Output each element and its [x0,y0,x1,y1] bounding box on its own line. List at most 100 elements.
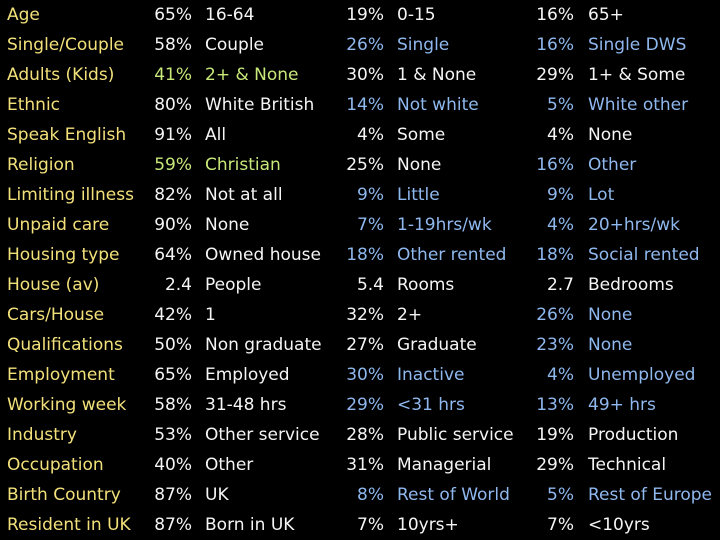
row-label: Speak English [7,125,127,145]
percent-value: 27% [346,335,384,355]
category-label: Technical [588,455,667,475]
table-row: Birth Country 87% UK 8% Rest of World 5% Rest … [0,480,720,510]
percent-value: 7% [547,515,574,535]
row-label: Religion [7,155,75,175]
category-label: 20+hrs/wk [588,215,680,235]
percent-value: 23% [536,335,574,355]
category-label: Social rented [588,245,700,265]
row-label: Housing type [7,245,120,265]
percent-value: 5.4 [356,275,384,295]
row-label: Single/Couple [7,35,125,55]
category-label: 1 & None [397,65,477,85]
percent-value: 5% [547,485,574,505]
table-row: Adults (Kids) 41% 2+ & None 30% 1 & None 29% 1… [0,60,720,90]
percent-value: 2.4 [164,275,192,295]
category-label: Not white [397,95,479,115]
percent-value: 26% [346,35,384,55]
percent-value: 9% [357,185,384,205]
row-label: Unpaid care [7,215,110,235]
category-label: Non graduate [205,335,322,355]
percent-value: 13% [536,395,574,415]
percent-value: 32% [346,305,384,325]
row-label: Cars/House [7,305,105,325]
category-label: Little [397,185,440,205]
category-label: 49+ hrs [588,395,656,415]
percent-value: 4% [357,125,384,145]
row-label: Working week [7,395,127,415]
category-label: 2+ & None [205,65,299,85]
category-label: Other [588,155,637,175]
percent-value: 16% [536,155,574,175]
percent-value: 25% [346,155,384,175]
percent-value: 16% [536,5,574,25]
percent-value: 91% [154,125,192,145]
category-label: Other rented [397,245,507,265]
category-label: Lot [588,185,615,205]
percent-value: 40% [154,455,192,475]
table-row: Ethnic 80% White British 14% Not white 5% Whit… [0,90,720,120]
category-label: 1-19hrs/wk [397,215,492,235]
percent-value: 80% [154,95,192,115]
category-label: White British [205,95,315,115]
category-label: 31-48 hrs [205,395,287,415]
percent-value: 29% [346,395,384,415]
category-label: 0-15 [397,5,436,25]
row-label: House (av) [7,275,100,295]
table-row: Age 65% 16-64 19% 0-15 16% 65+ [0,0,720,30]
percent-value: 26% [536,305,574,325]
percent-value: 30% [346,365,384,385]
percent-value: 30% [346,65,384,85]
percent-value: 9% [547,185,574,205]
percent-value: 29% [536,455,574,475]
percent-value: 7% [357,515,384,535]
category-label: <10yrs [588,515,650,535]
category-label: Other service [205,425,320,445]
category-label: None [588,305,633,325]
table-row: Employment 65% Employed 30% Inactive 4% Unempl… [0,360,720,390]
table-row: Qualifications 50% Non graduate 27% Graduate… [0,330,720,360]
category-label: All [205,125,227,145]
table-row: House (av) 2.4 People 5.4 Rooms 2.7 Bedrooms [0,270,720,300]
percent-value: 8% [357,485,384,505]
category-label: None [588,125,633,145]
category-label: Christian [205,155,281,175]
percent-value: 41% [154,65,192,85]
row-label: Qualifications [7,335,123,355]
percent-value: 19% [346,5,384,25]
category-label: 2+ [397,305,423,325]
row-label: Resident in UK [7,515,131,535]
category-label: Unemployed [588,365,696,385]
percent-value: 18% [536,245,574,265]
percent-value: 19% [536,425,574,445]
percent-value: 65% [154,365,192,385]
table-row: Industry 53% Other service 28% Public servic… [0,420,720,450]
row-label: Age [7,5,40,25]
percent-value: 53% [154,425,192,445]
category-label: Some [397,125,446,145]
category-label: People [205,275,262,295]
percent-value: 31% [346,455,384,475]
percent-value: 59% [154,155,192,175]
category-label: Couple [205,35,265,55]
category-label: White other [588,95,689,115]
percent-value: 18% [346,245,384,265]
category-label: Public service [397,425,514,445]
category-label: Born in UK [205,515,295,535]
category-label: 10yrs+ [397,515,459,535]
percent-value: 4% [547,125,574,145]
category-label: None [397,155,442,175]
category-label: Single [397,35,450,55]
table-row: Working week 58% 31-48 hrs 29% <31 hrs 13% 49+… [0,390,720,420]
percent-value: 64% [154,245,192,265]
table-row: Cars/House 42% 1 32% 2+ 26% None [0,300,720,330]
table-row: Unpaid care 90% None 7% 1-19hrs/wk 4% 20+hrs/w… [0,210,720,240]
category-label: 16-64 [205,5,255,25]
category-label: Bedrooms [588,275,674,295]
row-label: Ethnic [7,95,61,115]
category-label: Production [588,425,679,445]
percent-value: 29% [536,65,574,85]
row-label: Limiting illness [7,185,134,205]
percent-value: 87% [154,515,192,535]
category-label: UK [205,485,229,505]
category-label: Managerial [397,455,492,475]
